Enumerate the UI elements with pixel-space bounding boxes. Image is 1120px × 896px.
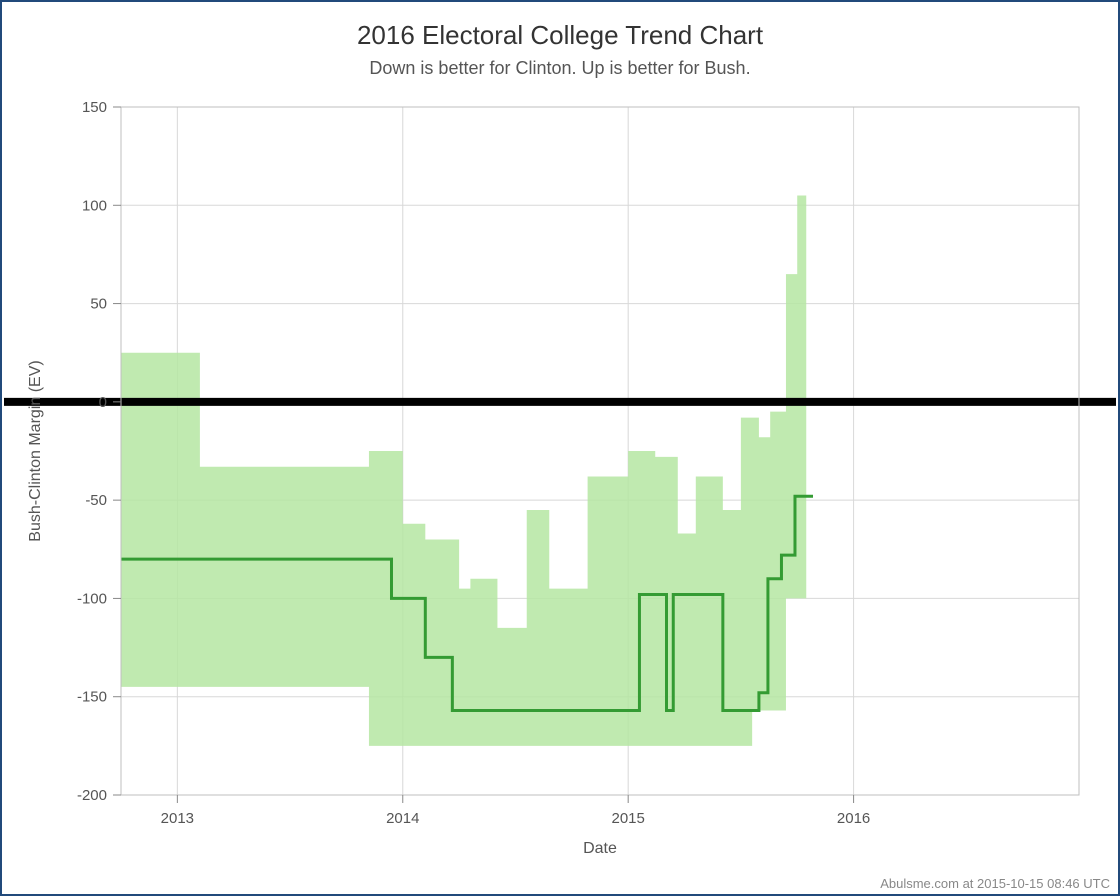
y-tick-label: -50 xyxy=(85,492,107,509)
x-tick-label: 2016 xyxy=(837,810,870,827)
y-tick-label: -200 xyxy=(77,787,107,804)
x-axis-label: Date xyxy=(583,840,617,857)
y-tick-label: 50 xyxy=(90,296,107,313)
range-band xyxy=(121,195,806,745)
chart-subtitle: Down is better for Clinton. Up is better… xyxy=(369,58,750,78)
y-tick-label: -150 xyxy=(77,689,107,706)
chart-container: 2016 Electoral College Trend Chart Down i… xyxy=(0,0,1120,896)
chart-title: 2016 Electoral College Trend Chart xyxy=(357,20,764,50)
y-axis-label: Bush-Clinton Margin (EV) xyxy=(27,360,44,541)
y-tick-label: 0 xyxy=(99,394,107,411)
y-tick-label: -100 xyxy=(77,590,107,607)
y-tick-label: 100 xyxy=(82,197,107,214)
x-tick-label: 2015 xyxy=(611,810,644,827)
chart-credits: Abulsme.com at 2015-10-15 08:46 UTC xyxy=(880,876,1110,891)
y-tick-label: 150 xyxy=(82,99,107,116)
x-tick-label: 2014 xyxy=(386,810,419,827)
chart-svg: 2016 Electoral College Trend Chart Down i… xyxy=(2,2,1118,894)
x-tick-label: 2013 xyxy=(161,810,194,827)
